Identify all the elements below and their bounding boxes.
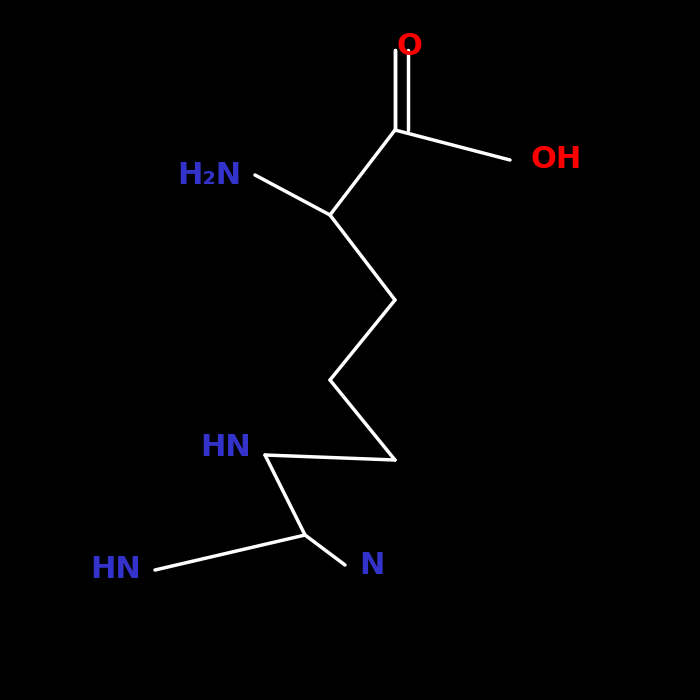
Text: OH: OH [531, 146, 582, 174]
Text: N: N [359, 550, 384, 580]
Text: H₂N: H₂N [177, 160, 241, 190]
Text: HN: HN [200, 433, 251, 463]
Text: O: O [396, 32, 422, 61]
Text: HN: HN [90, 556, 141, 584]
